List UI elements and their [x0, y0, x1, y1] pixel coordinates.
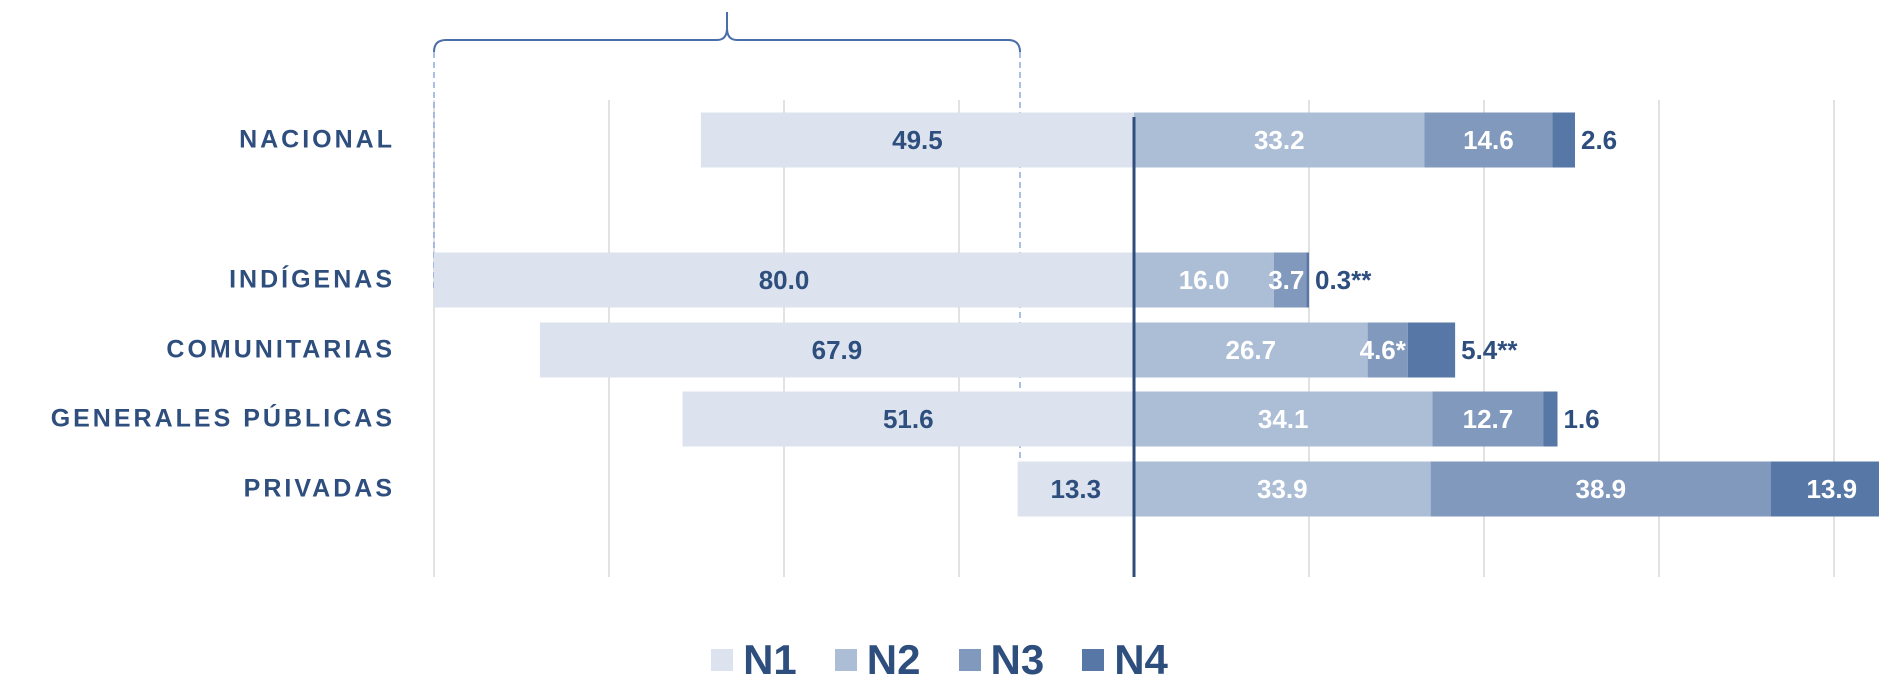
bar-n3-comunitarias — [1367, 322, 1408, 378]
value-label-n2-comunitarias: 26.7 — [1226, 335, 1277, 365]
value-label-n4-comunitarias: 5.4** — [1461, 335, 1518, 365]
bar-n2-indigenas — [1134, 252, 1274, 308]
bar-n1-privadas — [1017, 461, 1134, 517]
legend: N1 N2 N3 N4 — [0, 636, 1879, 684]
bar-n2-comunitarias — [1134, 322, 1368, 378]
legend-item-n1: N1 — [711, 636, 797, 684]
bar-n1-comunitarias — [539, 322, 1134, 378]
category-label-nacional: NACIONAL — [239, 126, 395, 154]
value-label-n4-generales-publicas: 1.6 — [1564, 404, 1600, 434]
bar-n1-generales-publicas — [682, 391, 1134, 447]
category-label-indigenas: INDÍGENAS — [229, 265, 395, 294]
value-label-n1-nacional: 49.5 — [892, 125, 943, 155]
value-label-n3-nacional: 14.6 — [1463, 125, 1514, 155]
legend-swatch-n1 — [711, 649, 734, 671]
value-label-n1-privadas: 13.3 — [1051, 474, 1102, 504]
bar-n4-comunitarias — [1407, 322, 1456, 378]
bar-n3-generales-publicas — [1432, 391, 1544, 447]
value-label-n3-privadas: 38.9 — [1576, 474, 1627, 504]
bracket-path — [433, 27, 1021, 53]
value-label-n2-privadas: 33.9 — [1257, 474, 1308, 504]
legend-swatch-n4 — [1082, 649, 1105, 671]
legend-item-n2: N2 — [834, 636, 921, 684]
value-label-n1-indigenas: 80.0 — [759, 265, 810, 295]
bar-n4-privadas — [1771, 461, 1879, 517]
bracket-annotation — [433, 12, 1021, 470]
legend-item-n3: N3 — [958, 636, 1045, 684]
bar-n4-nacional — [1552, 112, 1575, 168]
bar-n1-indigenas — [434, 252, 1134, 308]
category-label-privadas: PRIVADAS — [244, 475, 395, 503]
bars — [434, 112, 1879, 517]
bar-n4-indigenas — [1306, 252, 1309, 308]
legend-label-n3: N3 — [990, 636, 1045, 683]
category-labels: NACIONAL INDÍGENAS COMUNITARIAS GENERALES P… — [51, 126, 395, 503]
bar-n3-nacional — [1424, 112, 1553, 168]
category-label-comunitarias: COMUNITARIAS — [166, 336, 395, 364]
value-labels: 49.5 33.2 14.6 2.6 80.0 16.0 3.7 0.3** 67.9 26.7 4… — [759, 125, 1857, 504]
value-label-n3-generales-publicas: 12.7 — [1463, 404, 1514, 434]
value-label-n4-nacional: 2.6 — [1581, 125, 1617, 155]
value-label-n3-comunitarias: 4.6* — [1360, 335, 1407, 365]
legend-label-n4: N4 — [1114, 636, 1168, 683]
legend-label-n2: N2 — [866, 636, 921, 683]
value-label-n3-indigenas: 3.7 — [1268, 265, 1304, 295]
value-label-n4-indigenas: 0.3** — [1315, 265, 1372, 295]
value-label-n4-privadas: 13.9 — [1807, 474, 1858, 504]
bar-n4-generales-publicas — [1543, 391, 1558, 447]
bar-n2-nacional — [1134, 112, 1425, 168]
value-label-n2-nacional: 33.2 — [1254, 125, 1305, 155]
value-label-n2-generales-publicas: 34.1 — [1258, 404, 1309, 434]
bar-n1-nacional — [700, 112, 1134, 168]
value-label-n1-generales-publicas: 51.6 — [883, 404, 934, 434]
value-label-n1-comunitarias: 67.9 — [812, 335, 863, 365]
legend-item-n4: N4 — [1082, 636, 1168, 684]
value-label-n2-indigenas: 16.0 — [1179, 265, 1230, 295]
bar-n2-generales-publicas — [1134, 391, 1433, 447]
bar-n3-privadas — [1430, 461, 1771, 517]
bar-n3-indigenas — [1274, 252, 1307, 308]
legend-swatch-n2 — [834, 649, 857, 671]
category-label-generales-publicas: GENERALES PÚBLICAS — [51, 403, 395, 433]
legend-swatch-n3 — [958, 649, 981, 671]
legend-label-n1: N1 — [743, 636, 797, 683]
bar-n2-privadas — [1134, 461, 1431, 517]
